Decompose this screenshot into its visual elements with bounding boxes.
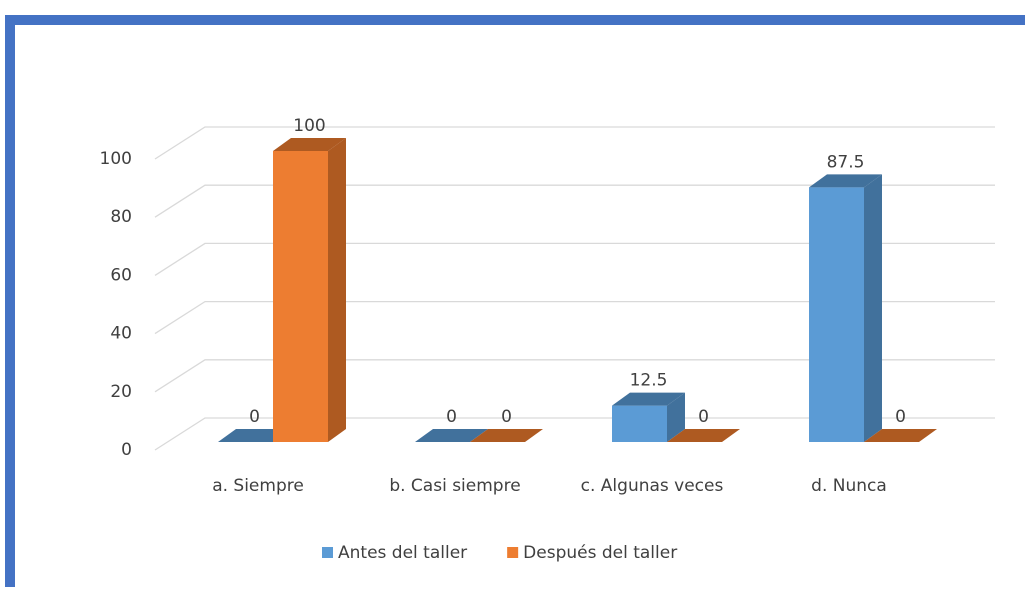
y-tick-label: 20	[110, 382, 132, 402]
y-tick-label: 60	[110, 265, 132, 285]
x-tick-label: c. Algunas veces	[581, 476, 724, 496]
bar	[667, 429, 740, 442]
grid-line	[154, 184, 995, 218]
bar-top	[218, 429, 291, 442]
data-label: 0	[501, 407, 512, 427]
bar-top	[864, 429, 937, 442]
data-label: 0	[249, 407, 260, 427]
bar-side	[864, 174, 882, 442]
y-tick-label: 40	[110, 324, 132, 344]
bar	[470, 429, 543, 442]
bar-top	[415, 429, 488, 442]
bar-front	[273, 151, 328, 442]
legend-label: Después del taller	[523, 543, 677, 563]
data-label: 87.5	[827, 152, 865, 172]
bar-top	[470, 429, 543, 442]
bar	[273, 138, 346, 442]
bar	[612, 392, 685, 442]
bar-front	[612, 405, 667, 442]
bar	[864, 429, 937, 442]
y-tick-label: 80	[110, 207, 132, 227]
frame	[5, 15, 1025, 591]
data-label: 0	[446, 407, 457, 427]
grid-line	[154, 300, 995, 335]
grid-line	[154, 126, 995, 160]
legend-swatch	[322, 547, 333, 558]
x-tick-label: a. Siempre	[212, 476, 304, 496]
data-label: 0	[895, 407, 906, 427]
grid-line	[154, 417, 995, 451]
grid-line	[154, 359, 995, 393]
grid-line	[154, 242, 995, 276]
bar-top	[612, 392, 685, 406]
bar-top	[273, 138, 346, 151]
bar	[809, 174, 882, 442]
data-label: 12.5	[630, 371, 668, 391]
bar-side	[667, 392, 685, 442]
bar	[218, 429, 291, 442]
x-tick-label: d. Nunca	[811, 476, 887, 496]
bar-front	[809, 187, 864, 442]
legend-swatch	[507, 547, 519, 558]
data-label: 0	[698, 407, 709, 427]
bar-side	[328, 138, 346, 442]
bar-top	[809, 174, 882, 188]
bar	[415, 429, 488, 442]
y-tick-label: 100	[100, 149, 132, 169]
legend-label: Antes del taller	[338, 543, 467, 563]
bar-top	[667, 429, 740, 442]
data-label: 100	[293, 116, 325, 136]
y-tick-label: 0	[121, 440, 132, 460]
x-tick-label: b. Casi siempre	[389, 476, 520, 496]
